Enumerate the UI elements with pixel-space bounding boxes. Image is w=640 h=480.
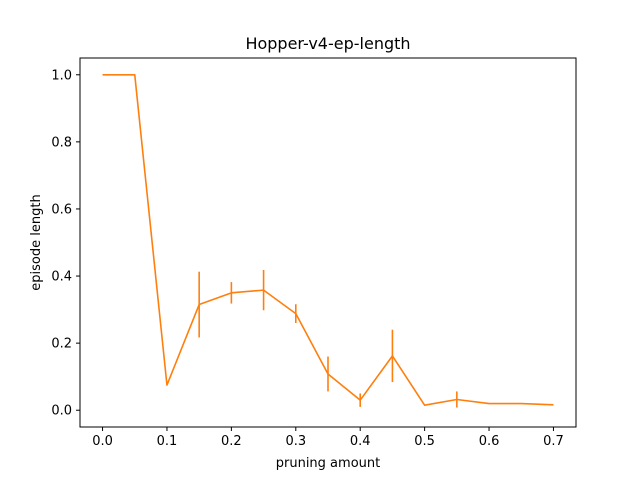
x-tick-label: 0.1 xyxy=(157,434,178,449)
x-tick-label: 0.4 xyxy=(350,434,371,449)
y-tick-label: 0.4 xyxy=(51,270,72,285)
x-tick-label: 0.5 xyxy=(414,434,435,449)
x-tick-label: 0.7 xyxy=(543,434,564,449)
x-axis-label: pruning amount xyxy=(276,456,380,471)
y-tick-label: 0.6 xyxy=(51,202,72,217)
y-tick-label: 1.0 xyxy=(51,68,72,83)
y-axis-label: episode length xyxy=(29,194,44,290)
y-tick-label: 0.8 xyxy=(51,135,72,150)
x-tick-label: 0.6 xyxy=(479,434,500,449)
x-tick-label: 0.3 xyxy=(285,434,306,449)
y-tick-label: 0.0 xyxy=(51,404,72,419)
plot-frame xyxy=(79,57,577,428)
plot-area xyxy=(102,73,554,408)
x-tick-label: 0.0 xyxy=(92,434,113,449)
x-axis: 0.0 0.1 0.2 0.3 0.4 0.5 0.6 0.7 xyxy=(92,427,564,449)
y-tick-label: 0.2 xyxy=(51,337,72,352)
y-axis: 0.0 0.2 0.4 0.6 0.8 1.0 xyxy=(51,68,80,419)
chart-title: Hopper-v4-ep-length xyxy=(245,34,410,53)
x-tick-label: 0.2 xyxy=(221,434,242,449)
